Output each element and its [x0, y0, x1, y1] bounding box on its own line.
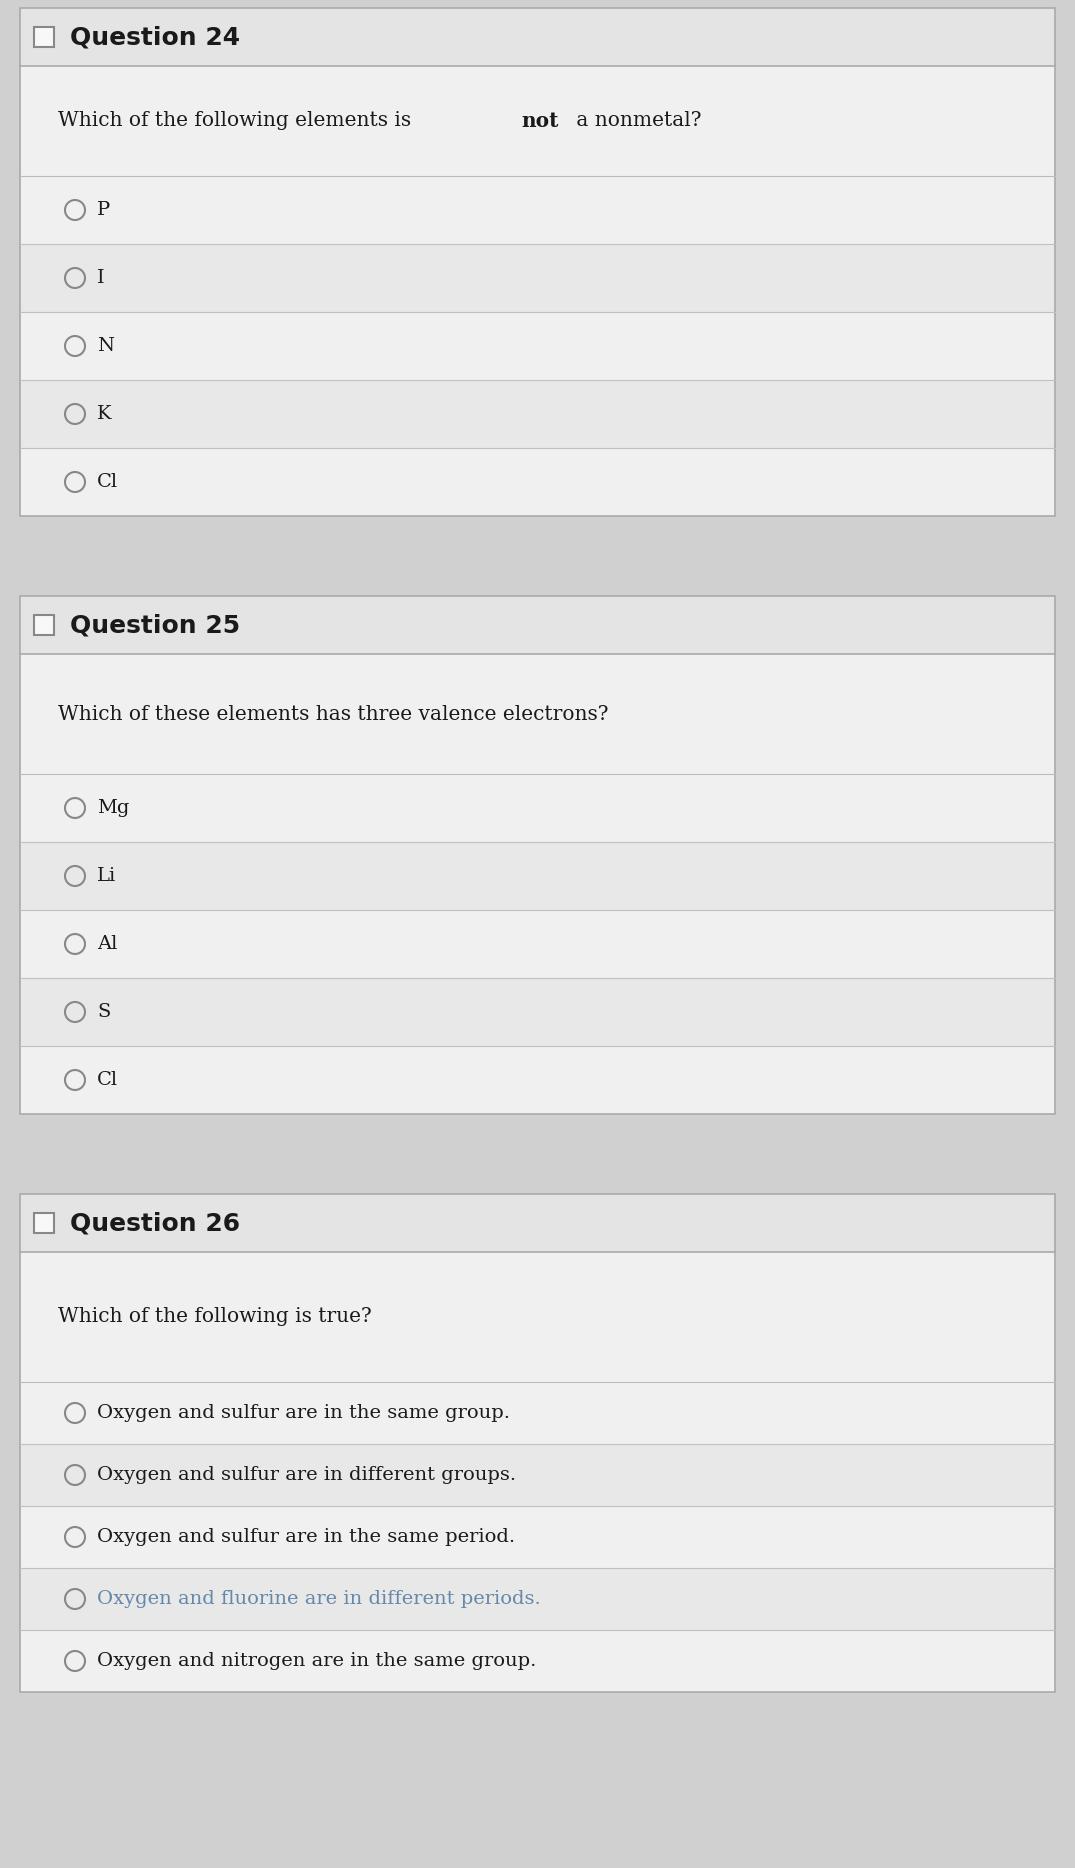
- Bar: [20, 1506, 1055, 1567]
- Text: Question 26: Question 26: [70, 1210, 240, 1235]
- Bar: [20, 448, 1055, 516]
- Text: Mg: Mg: [97, 800, 129, 816]
- Bar: [20, 1567, 1055, 1631]
- Bar: [20, 1194, 1055, 1252]
- Text: a nonmetal?: a nonmetal?: [570, 112, 702, 131]
- Bar: [20, 979, 1055, 1046]
- Text: S: S: [97, 1003, 111, 1022]
- Text: Cl: Cl: [97, 473, 118, 491]
- Text: Which of these elements has three valence electrons?: Which of these elements has three valenc…: [58, 704, 608, 723]
- Bar: [20, 1444, 1055, 1506]
- Bar: [20, 1382, 1055, 1444]
- Bar: [20, 312, 1055, 379]
- Text: Al: Al: [97, 936, 117, 953]
- Bar: [20, 596, 1055, 654]
- Bar: [34, 1212, 54, 1233]
- Text: Oxygen and sulfur are in different groups.: Oxygen and sulfur are in different group…: [97, 1466, 516, 1483]
- Bar: [20, 1631, 1055, 1692]
- Text: I: I: [97, 269, 104, 288]
- Bar: [20, 654, 1055, 773]
- Bar: [34, 615, 54, 635]
- Bar: [20, 842, 1055, 910]
- Text: Li: Li: [97, 867, 116, 885]
- Bar: [20, 379, 1055, 448]
- Text: Oxygen and fluorine are in different periods.: Oxygen and fluorine are in different per…: [97, 1590, 541, 1608]
- Bar: [20, 1046, 1055, 1113]
- Text: not: not: [521, 110, 559, 131]
- Bar: [20, 910, 1055, 979]
- Bar: [20, 7, 1055, 65]
- Text: Oxygen and nitrogen are in the same group.: Oxygen and nitrogen are in the same grou…: [97, 1651, 536, 1670]
- Text: Oxygen and sulfur are in the same period.: Oxygen and sulfur are in the same period…: [97, 1528, 515, 1547]
- Bar: [20, 773, 1055, 842]
- Text: Question 24: Question 24: [70, 24, 240, 49]
- Text: N: N: [97, 336, 114, 355]
- Text: Oxygen and sulfur are in the same group.: Oxygen and sulfur are in the same group.: [97, 1405, 510, 1422]
- Text: P: P: [97, 202, 111, 219]
- Bar: [20, 176, 1055, 245]
- Bar: [34, 26, 54, 47]
- Text: Cl: Cl: [97, 1070, 118, 1089]
- Bar: [20, 245, 1055, 312]
- Text: Which of the following elements is: Which of the following elements is: [58, 112, 417, 131]
- Text: Question 25: Question 25: [70, 613, 240, 637]
- Text: Which of the following is true?: Which of the following is true?: [58, 1308, 372, 1326]
- Bar: [20, 1252, 1055, 1382]
- Bar: [20, 7, 1055, 516]
- Bar: [20, 1194, 1055, 1692]
- Bar: [20, 596, 1055, 1113]
- Bar: [20, 65, 1055, 176]
- Text: K: K: [97, 405, 112, 422]
